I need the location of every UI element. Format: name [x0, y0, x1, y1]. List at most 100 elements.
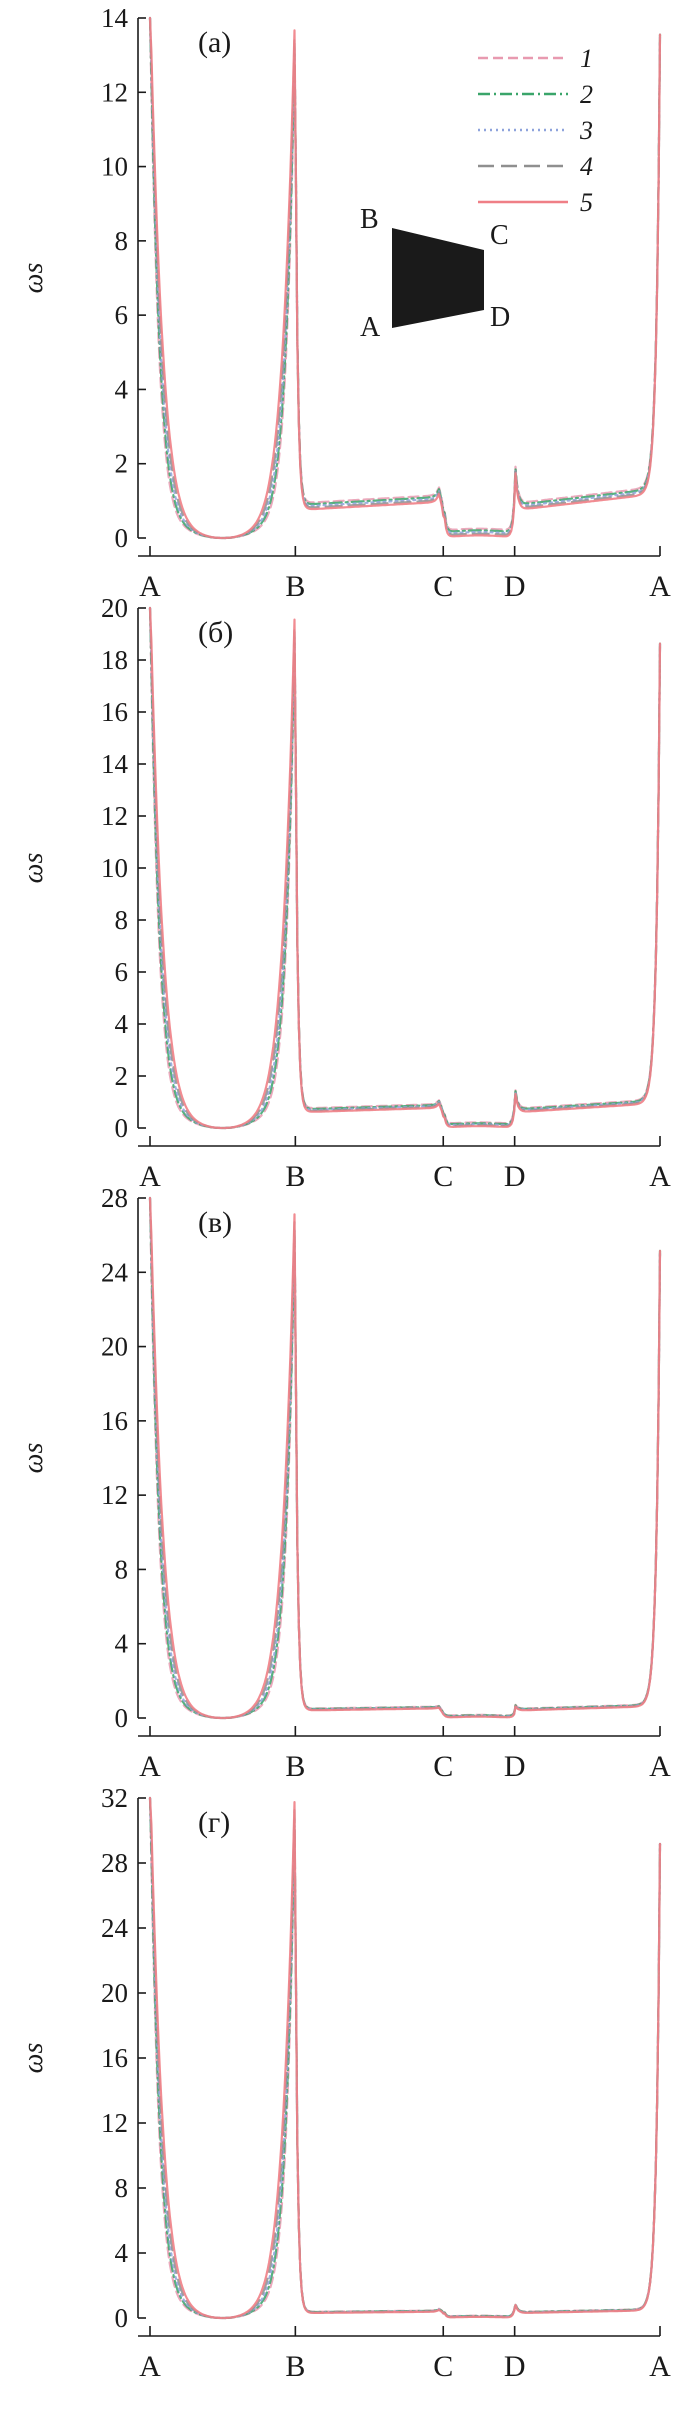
inset-trapezoid — [392, 228, 484, 328]
y-tick-label: 8 — [115, 2173, 129, 2203]
series-line-1 — [148, 1197, 662, 1720]
y-tick-label: 8 — [115, 905, 129, 935]
y-tick-label: 28 — [101, 1848, 128, 1878]
y-tick-label: 16 — [101, 2043, 128, 2073]
y-tick-label: 10 — [101, 853, 128, 883]
x-tick-label: B — [285, 570, 305, 603]
series-line-2 — [148, 606, 662, 1130]
series-line-3 — [148, 606, 662, 1130]
y-tick-label: 8 — [115, 226, 129, 256]
series-line-1 — [148, 606, 662, 1130]
inset-vertex-label: B — [360, 204, 379, 235]
series-line-2 — [148, 1796, 662, 2320]
x-tick-label: A — [649, 1750, 671, 1783]
x-tick-label: A — [649, 2350, 671, 2383]
y-tick-label: 4 — [115, 374, 129, 404]
x-tick-label: A — [649, 570, 671, 603]
y-tick-label: 20 — [101, 1978, 128, 2008]
panel-label: (в) — [198, 1206, 232, 1239]
y-tick-label: 2 — [115, 1061, 129, 1091]
x-tick-label: B — [285, 2350, 305, 2383]
y-tick-label: 18 — [101, 645, 128, 675]
y-tick-label: 6 — [115, 300, 129, 330]
x-tick-label: C — [433, 1160, 453, 1193]
legend: 1 2 3 4 5 — [478, 44, 593, 217]
panel-label: (б) — [198, 616, 233, 649]
panel-label: (а) — [198, 26, 231, 59]
legend-label: 1 — [580, 44, 593, 73]
series-line-3 — [148, 1796, 662, 2320]
inset-vertex-label: D — [490, 302, 510, 333]
x-tick-label: C — [433, 570, 453, 603]
series-line-5 — [148, 1796, 662, 2320]
legend-label: 4 — [580, 152, 593, 181]
x-tick-label: D — [504, 1750, 526, 1783]
x-tick-label: D — [504, 2350, 526, 2383]
x-tick-label: A — [139, 2350, 161, 2383]
x-tick-label: D — [504, 1160, 526, 1193]
y-tick-label: 16 — [101, 1406, 128, 1436]
y-tick-label: 0 — [115, 1703, 129, 1733]
x-tick-label: B — [285, 1160, 305, 1193]
series-line-5 — [148, 606, 662, 1130]
y-tick-label: 12 — [101, 801, 128, 831]
y-tick-label: 24 — [101, 1257, 129, 1287]
x-tick-label: C — [433, 1750, 453, 1783]
x-tick-label: D — [504, 570, 526, 603]
chart-panel: 0 4 8 12 16 20 24 28 32 ωs A B C D A (г) — [18, 1783, 671, 2383]
series-line-2 — [148, 1196, 662, 1720]
x-tick-label: A — [139, 1750, 161, 1783]
y-axis-label: ωs — [18, 263, 49, 294]
y-tick-label: 28 — [101, 1183, 128, 1213]
y-axis-label: ωs — [18, 853, 49, 884]
series-line-5 — [148, 1196, 662, 1720]
y-tick-label: 14 — [101, 749, 129, 779]
y-tick-label: 20 — [101, 593, 128, 623]
legend-label: 3 — [579, 116, 593, 145]
series-line-3 — [148, 16, 662, 540]
chart-panel: 0 2 4 6 8 10 12 14 16 18 20 ωs A B C D A (б) — [18, 593, 671, 1193]
y-tick-label: 0 — [115, 523, 129, 553]
legend-label: 2 — [580, 80, 593, 109]
y-tick-label: 2 — [115, 449, 129, 479]
y-tick-label: 8 — [115, 1554, 129, 1584]
y-tick-label: 6 — [115, 957, 129, 987]
y-tick-label: 32 — [101, 1783, 128, 1813]
series-line-3 — [148, 1196, 662, 1720]
series-line-4 — [148, 1796, 662, 2320]
chart-panel: 0 4 8 12 16 20 24 28 ωs A B C D A (в) — [18, 1183, 671, 1783]
inset-vertex-label: C — [490, 220, 509, 251]
series-line-4 — [148, 1196, 662, 1720]
x-tick-label: C — [433, 2350, 453, 2383]
series-line-2 — [148, 16, 662, 540]
y-tick-label: 16 — [101, 697, 128, 727]
y-tick-label: 20 — [101, 1332, 128, 1362]
y-tick-label: 4 — [115, 1629, 129, 1659]
x-tick-label: B — [285, 1750, 305, 1783]
y-axis-label: ωs — [18, 1443, 49, 1474]
series-line-1 — [148, 1796, 662, 2320]
y-tick-label: 0 — [115, 2303, 129, 2333]
series-line-5 — [148, 16, 662, 540]
panel-label: (г) — [198, 1806, 230, 1839]
x-tick-label: A — [139, 1160, 161, 1193]
legend-label: 5 — [580, 188, 593, 217]
y-tick-label: 12 — [101, 1480, 128, 1510]
y-tick-label: 12 — [101, 77, 128, 107]
y-tick-label: 24 — [101, 1913, 129, 1943]
y-axis-label: ωs — [18, 2043, 49, 2074]
y-tick-label: 4 — [115, 1009, 129, 1039]
y-tick-label: 14 — [101, 3, 129, 33]
y-tick-label: 10 — [101, 152, 128, 182]
x-tick-label: A — [139, 570, 161, 603]
x-tick-label: A — [649, 1160, 671, 1193]
y-tick-label: 12 — [101, 2108, 128, 2138]
y-tick-label: 4 — [115, 2238, 129, 2268]
inset-vertex-label: A — [360, 312, 381, 343]
inset-shape: B C A D — [360, 204, 510, 343]
series-line-4 — [148, 606, 662, 1130]
y-tick-label: 0 — [115, 1113, 129, 1143]
